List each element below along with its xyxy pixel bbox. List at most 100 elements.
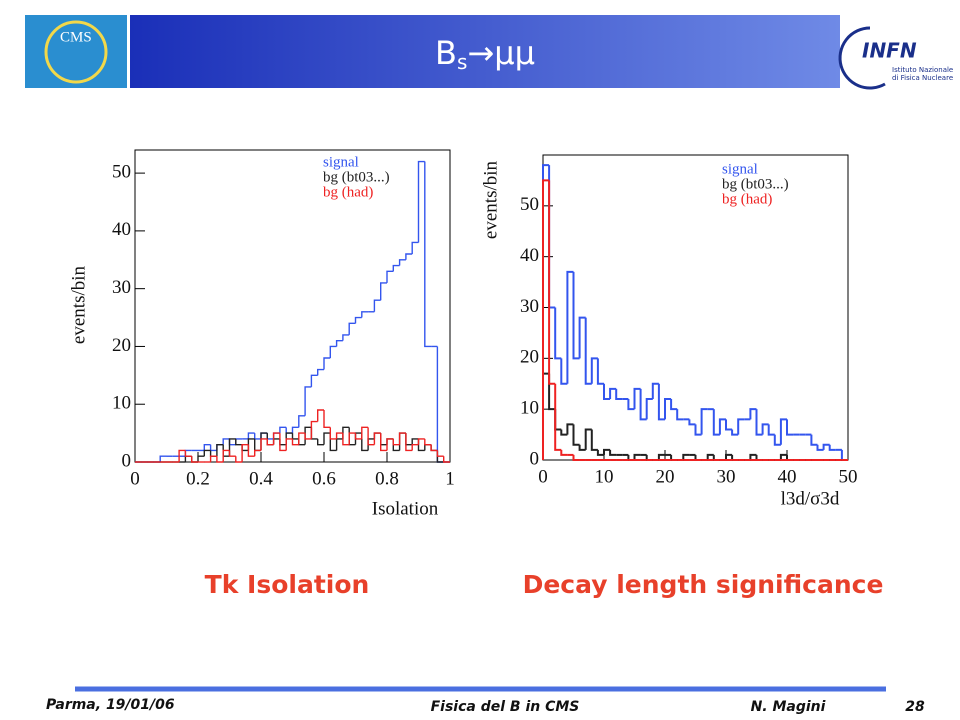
histogram-step [657,453,665,460]
histogram-step [298,432,306,445]
histogram-step [779,418,787,445]
infn-line2: di Fisica Nucleare [892,74,953,82]
histogram-step [560,449,568,456]
x-tick-label: 30 [717,466,736,487]
histogram-step [749,408,757,420]
histogram-step [603,383,611,400]
histogram-step [700,408,708,435]
histogram-step [291,433,299,440]
histogram-step [810,434,818,446]
histogram-step [348,427,356,446]
histogram-step [260,432,268,451]
plot-frame [542,154,849,461]
histogram-step [548,373,556,411]
histogram-step [216,456,224,463]
histogram-step [609,449,617,456]
histogram-step [241,444,249,452]
histogram-step [554,307,562,360]
histogram-step [542,179,550,460]
histogram-step [761,423,769,435]
histogram-step [191,456,198,463]
infn-arc [838,26,886,90]
y-tick-label: 20 [112,335,131,356]
legend-entry: bg (bt03...) [323,169,390,185]
histogram-step [443,456,450,463]
histogram-step [725,453,733,460]
y-tick-label: 50 [112,161,131,182]
histogram-step [682,453,690,460]
histogram-step [361,433,369,452]
x-tick-label: 0.2 [186,468,210,489]
histogram-step [417,438,425,445]
histogram-step [596,449,604,456]
histogram-step [405,433,413,446]
histogram-step [424,438,432,446]
histogram-step [184,455,192,462]
histogram-step [235,456,243,463]
histogram-step [348,322,356,335]
x-tick-label: 0.6 [312,468,336,489]
histogram-step [773,434,781,446]
histogram-step [329,433,337,452]
histogram-step [572,271,580,360]
histogram-step [335,339,343,347]
histogram-step [566,423,574,435]
histogram-step [241,443,249,462]
y-tick-label: 10 [520,398,539,419]
histogram-step [712,409,720,436]
histogram-step [725,419,733,431]
histogram-step [664,398,672,420]
histogram-step [222,449,230,462]
histogram-step [411,438,419,445]
histogram-step [260,438,268,451]
histogram-step [398,259,406,266]
histogram-step [279,438,287,446]
histogram-step [310,427,318,440]
histogram-step [657,383,665,421]
histogram-step [260,432,268,439]
histogram-step [749,453,757,460]
histogram-step [159,455,167,462]
histogram-step [184,449,192,457]
y-axis-label: events/bin [68,265,89,344]
histogram-step [235,438,243,446]
x-tick-label: 0.4 [249,468,273,489]
histogram-step [645,398,653,420]
x-tick-label: 20 [656,466,675,487]
histogram-step [596,358,604,385]
histogram-step [627,399,635,411]
histogram-step [755,409,763,436]
histogram-step [578,444,586,451]
histogram-step [272,432,280,439]
histogram-step [822,443,830,450]
legend-entry: bg (bt03...) [722,176,789,192]
x-tick-label: 50 [839,466,858,487]
histogram-step [285,438,293,451]
histogram-step [291,426,299,434]
cms-logo-text: CMS [60,29,92,45]
slide-title: Bs→μμ [435,34,535,74]
histogram-step [676,409,684,421]
histogram-step [304,386,312,416]
y-tick-label: 40 [520,245,539,266]
histogram-step [633,453,641,460]
legend-entry: bg (had) [323,184,373,200]
histogram-step [317,368,324,376]
histogram-step [590,429,598,451]
legend-entry: bg (had) [722,191,772,207]
histogram-step [767,424,775,436]
histogram-step [216,443,224,457]
histogram-step [310,374,318,387]
y-tick-label: 20 [520,347,539,368]
histogram-step [203,443,211,451]
histogram-step [417,160,425,243]
histogram-step [639,388,647,421]
x-tick-label: 40 [778,466,797,487]
histogram-step [840,449,848,461]
histogram-step [209,450,217,457]
histogram-step [310,420,318,439]
caption: Tk Isolation [205,570,370,599]
y-tick-label: 50 [520,194,539,215]
histogram-step [361,311,369,318]
infn-line1: Istituto Nazionale [892,66,953,74]
